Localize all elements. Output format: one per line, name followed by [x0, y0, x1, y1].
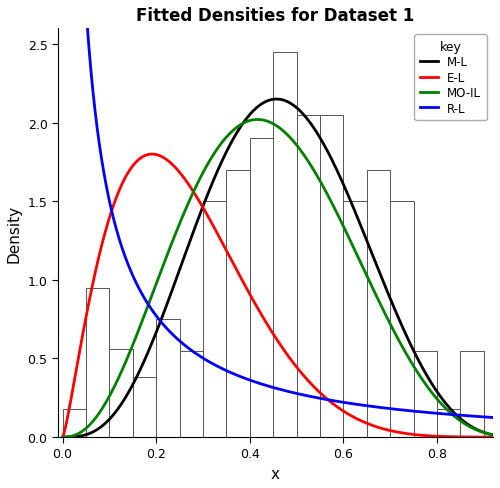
Bar [437, 409, 460, 437]
R-L [398, 407, 404, 413]
Bar [320, 116, 344, 437]
Bar [180, 351, 203, 437]
Legend: M-L, E-L, MO-IL, R-L: M-L, E-L, MO-IL, R-L [414, 35, 487, 121]
Bar [110, 349, 133, 437]
E-L [60, 434, 66, 440]
Title: Fitted Densities for Dataset 1: Fitted Densities for Dataset 1 [136, 7, 414, 25]
Y-axis label: Density: Density [7, 204, 22, 262]
M-L [399, 323, 405, 329]
Line: MO-IL: MO-IL [63, 120, 493, 437]
E-L [258, 311, 264, 317]
E-L [478, 434, 484, 440]
E-L [82, 321, 88, 327]
E-L [478, 434, 484, 440]
MO-IL [82, 427, 88, 432]
Bar [62, 409, 86, 437]
R-L [478, 414, 484, 420]
M-L [60, 434, 66, 440]
E-L [399, 430, 405, 436]
MO-IL [258, 118, 264, 123]
MO-IL [60, 434, 66, 440]
Bar [344, 202, 366, 437]
X-axis label: x: x [271, 466, 280, 481]
E-L [490, 434, 496, 440]
Line: R-L: R-L [63, 0, 493, 418]
Bar [86, 288, 110, 437]
M-L [490, 432, 496, 438]
Bar [366, 170, 390, 437]
Bar [203, 202, 226, 437]
R-L [490, 415, 496, 421]
M-L [478, 428, 484, 434]
E-L [269, 330, 275, 336]
M-L [269, 97, 275, 103]
Bar [156, 320, 180, 437]
Line: M-L: M-L [63, 100, 493, 437]
MO-IL [254, 117, 260, 123]
M-L [258, 102, 264, 108]
MO-IL [399, 343, 405, 349]
R-L [478, 414, 484, 420]
Bar [133, 378, 156, 437]
Bar [414, 351, 437, 437]
R-L [269, 385, 275, 390]
M-L [274, 97, 280, 103]
Bar [390, 202, 413, 437]
M-L [478, 428, 484, 434]
R-L [258, 381, 264, 387]
M-L [82, 432, 88, 438]
MO-IL [490, 432, 496, 438]
Bar [273, 53, 296, 437]
MO-IL [478, 428, 484, 434]
E-L [149, 152, 155, 158]
MO-IL [478, 429, 484, 435]
Line: E-L: E-L [63, 155, 493, 437]
Bar [250, 139, 273, 437]
Bar [460, 351, 483, 437]
Bar [226, 170, 250, 437]
MO-IL [269, 121, 275, 127]
Bar [296, 116, 320, 437]
